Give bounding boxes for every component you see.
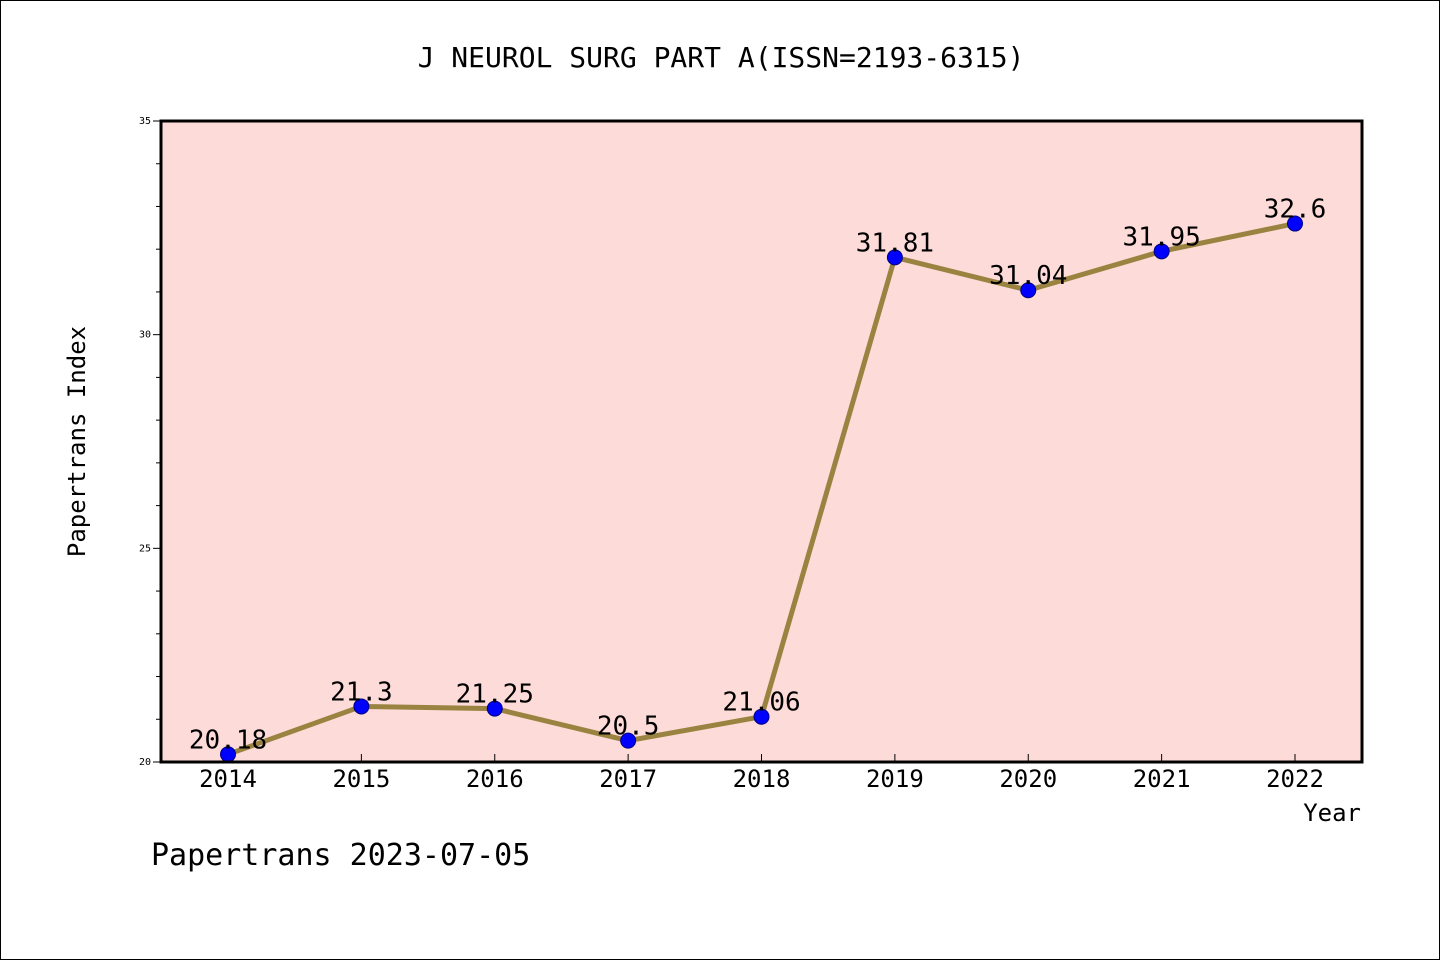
x-tick-label: 2021 bbox=[1133, 765, 1191, 793]
data-label: 21.25 bbox=[456, 680, 534, 710]
x-tick-label: 2016 bbox=[466, 765, 524, 793]
x-tick-label: 2019 bbox=[866, 765, 924, 793]
data-point bbox=[353, 698, 370, 715]
data-label: 31.04 bbox=[989, 261, 1067, 291]
data-label: 20.5 bbox=[597, 712, 660, 742]
data-point bbox=[753, 708, 770, 725]
x-axis-label: Year bbox=[1303, 799, 1361, 827]
x-tick-label: 2018 bbox=[733, 765, 791, 793]
data-label: 31.81 bbox=[856, 228, 934, 258]
data-point bbox=[886, 249, 903, 266]
data-label: 21.3 bbox=[330, 677, 393, 707]
footer-text: Papertrans 2023-07-05 bbox=[151, 838, 530, 873]
data-point bbox=[1287, 215, 1303, 232]
x-tick-label: 2022 bbox=[1266, 765, 1324, 793]
data-label: 31.95 bbox=[1122, 222, 1200, 252]
plot-area bbox=[161, 121, 1362, 762]
x-axis: 2014 2015 2016 2017 2018 2019 2020 2021 2022 bbox=[199, 754, 1324, 793]
y-axis-label: Papertrans Index bbox=[63, 326, 91, 557]
data-point bbox=[1020, 282, 1037, 299]
data-label: 21.06 bbox=[722, 688, 800, 718]
x-tick-label: 2020 bbox=[999, 765, 1057, 793]
y-tick-label: 35 bbox=[139, 116, 151, 127]
series-group: 20.18 21.3 21.25 20.5 21.06 31.81 31.04 31.95 32… bbox=[189, 195, 1327, 763]
y-axis: 20 25 30 35 bbox=[139, 116, 161, 768]
y-tick-label: 30 bbox=[139, 330, 151, 341]
x-tick-label: 2015 bbox=[332, 765, 390, 793]
x-tick-label: 2014 bbox=[199, 765, 257, 793]
data-label: 20.18 bbox=[189, 725, 267, 755]
x-tick-label: 2017 bbox=[599, 765, 657, 793]
data-point bbox=[1153, 243, 1170, 260]
plot-border bbox=[159, 119, 1364, 764]
y-tick-label: 20 bbox=[139, 757, 151, 768]
data-point bbox=[620, 732, 637, 749]
chart-title: J NEUROL SURG PART A(ISSN=2193-6315) bbox=[418, 41, 1025, 74]
data-point bbox=[486, 700, 503, 717]
data-label: 32.6 bbox=[1264, 195, 1327, 225]
y-tick-label: 25 bbox=[139, 543, 151, 554]
